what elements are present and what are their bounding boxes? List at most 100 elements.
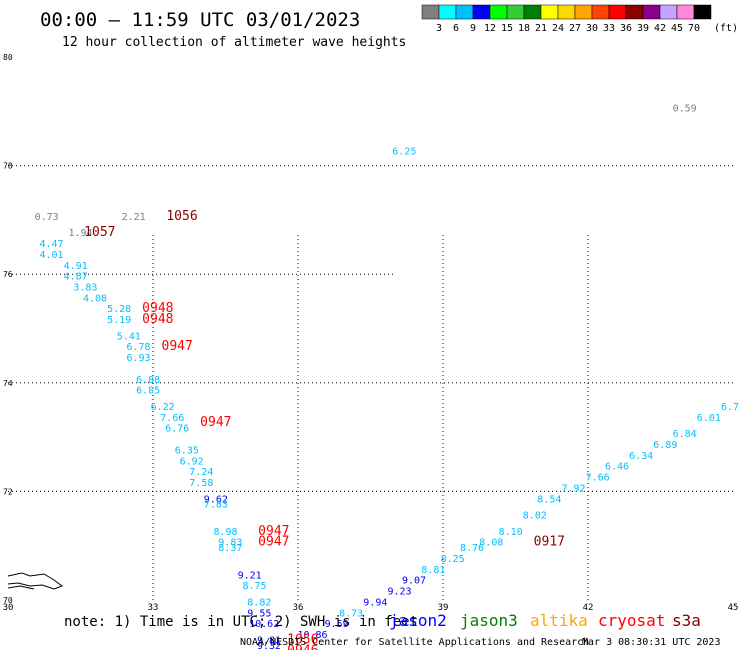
wave-height-label: 9.94: [363, 597, 387, 608]
pass-time-label: 0947: [258, 535, 289, 550]
colorbar-label: 42: [654, 23, 666, 34]
wave-height-label: 5.28: [107, 304, 131, 315]
wave-height-label: 4.08: [83, 293, 107, 304]
colorbar-label: 70: [688, 23, 700, 34]
wave-height-label: 8.98: [213, 527, 237, 538]
legend-entry: jason3: [460, 611, 518, 630]
colorbar-label: 21: [535, 23, 547, 34]
colorbar-label: 39: [637, 23, 649, 34]
wave-height-label: 10.86: [297, 630, 327, 641]
x-tick-label: 30: [3, 603, 14, 613]
wave-height-points: 0.59 6.25 0.73 2.21 1.94 4.474.014.914.873.83…: [35, 103, 740, 650]
wave-height-label: 9.07: [402, 576, 426, 587]
wave-height-label: 7.66: [160, 413, 184, 424]
colorbar-swatch: [608, 4, 627, 20]
landmass-outline: [7, 572, 64, 590]
wave-height-label: 6.92: [180, 456, 204, 467]
wave-height-label: 8.82: [247, 597, 271, 608]
wave-height-label: 4.91: [64, 261, 88, 272]
wave-height-label: 0.59: [673, 103, 697, 114]
legend-entry: jason2: [389, 611, 447, 630]
y-tick-label: 76: [3, 270, 13, 279]
colorbar-swatch: [625, 4, 644, 20]
pass-time-label: 0946: [287, 643, 318, 650]
wave-height-label: 4.01: [39, 250, 63, 261]
satellite-legend: jason2 jason3 altika cryosat s3a: [389, 611, 701, 630]
colorbar-label: 45: [671, 23, 683, 34]
colorbar-swatch: [489, 4, 508, 20]
wave-height-label: 6.78: [126, 342, 150, 353]
wave-height-label: 4.47: [39, 239, 63, 250]
y-tick-label: 70: [3, 596, 13, 605]
wave-height-label: 1.94: [68, 228, 92, 239]
wave-height-label: 6.35: [175, 445, 199, 456]
wave-height-label: 8.08: [479, 538, 503, 549]
wave-height-label: 8.25: [441, 554, 465, 565]
wave-height-label: 10.62: [249, 619, 279, 630]
y-axis-ticks: 70 72 74 76 78 80: [3, 53, 13, 605]
colorbar-swatch: [472, 4, 491, 20]
pass-time-label: 0948: [142, 301, 173, 316]
wave-height-label: 8.76: [460, 543, 484, 554]
colorbar-label: 15: [501, 23, 513, 34]
wave-height-label: 9.55: [247, 608, 271, 619]
colorbar-label: 30: [586, 23, 598, 34]
x-tick-label: 33: [148, 603, 159, 613]
pass-time-label: 0948: [142, 312, 173, 327]
wave-height-label: 7.24: [189, 467, 213, 478]
colorbar-label: 24: [552, 23, 564, 34]
colorbar-swatch: [642, 4, 661, 20]
wave-height-label: 6.34: [629, 451, 653, 462]
wave-height-label: 9.23: [387, 587, 411, 598]
colorbar-swatch: [591, 4, 610, 20]
wave-height-label: 9.32: [257, 641, 281, 650]
colorbar-label: 18: [518, 23, 530, 34]
colorbar-label: 9: [470, 23, 476, 34]
wave-height-label: 6.85: [136, 386, 160, 397]
wave-height-label: 8.73: [339, 608, 363, 619]
pass-time-label: 0947: [162, 339, 193, 354]
grid-lines: [8, 165, 733, 600]
pass-time-label: 1057: [84, 225, 115, 240]
pass-time-label: 0917: [534, 535, 565, 550]
wave-height-label: 6.93: [126, 353, 150, 364]
wave-height-label: 6.01: [697, 413, 721, 424]
wave-height-label: 9.81: [257, 635, 281, 646]
footer-note: note: 1) Time is in UTC; 2) SWH is in fe…: [64, 614, 418, 630]
wave-height-label: 6.89: [653, 440, 677, 451]
legend-entry: altika: [530, 611, 588, 630]
chart-title: 00:00 – 11:59 UTC 03/01/2023: [40, 9, 360, 31]
colorbar-swatch: [523, 4, 542, 20]
wave-height-label: 8.02: [523, 511, 547, 522]
wave-height-label: 6.84: [673, 429, 697, 440]
colorbar-swatch: [693, 4, 712, 20]
colorbar-swatch: [676, 4, 695, 20]
colorbar-label: 6: [453, 23, 459, 34]
wave-height-label: 6.88: [136, 375, 160, 386]
wave-height-label: 6.22: [151, 402, 175, 413]
colorbar-swatch: [506, 4, 525, 20]
colorbar-swatch: [659, 4, 678, 20]
colorbar: 3 6 9 12 15 18 21 24 27 30 33 36 39 42 45 70: [421, 4, 712, 34]
pass-time-label: 0947: [258, 524, 289, 539]
wave-height-label: 9.62: [204, 494, 228, 505]
wave-height-label: 8.81: [421, 565, 445, 576]
y-tick-label: 78: [3, 162, 13, 171]
wave-height-label: 9.83: [218, 538, 242, 549]
colorbar-label: 33: [603, 23, 615, 34]
legend-entry: cryosat: [598, 611, 665, 630]
y-tick-label: 72: [3, 487, 13, 496]
colorbar-label: 12: [484, 23, 496, 34]
colorbar-swatch: [455, 4, 474, 20]
colorbar-swatch: [421, 4, 440, 20]
pass-time-label: 0947: [200, 415, 231, 430]
wave-height-label: 7.83: [204, 500, 228, 511]
colorbar-unit: (ft): [714, 23, 738, 34]
footer-timestamp: Mar 3 08:30:31 UTC 2023: [582, 637, 720, 648]
wave-height-label: 8.37: [218, 543, 242, 554]
wave-height-label: 5.19: [107, 315, 131, 326]
wave-height-label: 7.66: [586, 473, 610, 484]
wave-height-label: 9.21: [238, 570, 262, 581]
